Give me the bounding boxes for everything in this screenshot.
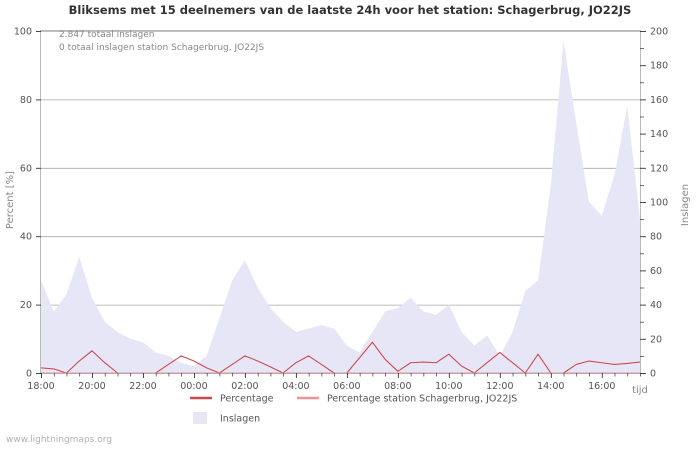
x-axis-tick-label: 04:00: [282, 381, 309, 392]
x-axis-tick-label: 14:00: [537, 381, 564, 392]
y-axis-right-tick-label: 160: [650, 95, 668, 106]
y-axis-right-tick-label: 80: [650, 232, 662, 243]
x-axis-tick-label: 10:00: [435, 381, 462, 392]
legend-label: Inslagen: [220, 414, 260, 425]
x-axis-tick-label: 06:00: [333, 381, 360, 392]
plot-frame: [40, 30, 641, 374]
y-axis-right-tick-label: 140: [650, 129, 668, 140]
y-axis-right-tick-label: 40: [650, 300, 662, 311]
y-axis-right-tick-label: 60: [650, 266, 662, 277]
y-axis-left-tick-label: 40: [20, 232, 32, 243]
chart-legend: Percentage Percentage station Schagerbrug…: [190, 394, 517, 425]
x-axis-ticks: 18:00 20:00 22:00 00:00 02:00 04:00 06:00 08:00…: [27, 373, 641, 392]
legend-item: Percentage: [190, 394, 274, 405]
y-axis-right-ticks: 0 20 40 60 80 100 120 140 160 180 200: [640, 27, 668, 380]
x-axis-tick-label: 20:00: [78, 381, 105, 392]
y-axis-right-tick-label: 20: [650, 334, 662, 345]
x-axis-tick-label: 12:00: [486, 381, 513, 392]
legend-area-swatch: [193, 412, 207, 424]
y-axis-left-label: Percent [%]: [5, 171, 16, 229]
x-axis-label: tijd: [632, 385, 648, 396]
x-axis-tick-label: 16:00: [588, 381, 615, 392]
y-axis-left-tick-label: 100: [14, 27, 32, 38]
strikes-area-series: [41, 41, 640, 373]
y-axis-right-tick-label: 120: [650, 163, 668, 174]
annotation-station-strikes: 0 totaal inslagen station Schagerbrug, J…: [59, 43, 264, 53]
x-axis-tick-label: 02:00: [231, 381, 258, 392]
footer-attribution: www.lightningmaps.org: [6, 435, 112, 445]
x-axis-tick-label: 00:00: [180, 381, 207, 392]
y-axis-right-tick-label: 100: [650, 198, 668, 209]
y-axis-left-tick-label: 0: [26, 369, 32, 380]
y-axis-right-tick-label: 180: [650, 61, 668, 72]
x-axis-tick-label: 22:00: [129, 381, 156, 392]
y-axis-left-ticks: 0 20 40 60 80 100: [14, 27, 41, 380]
percentage-line-series: [40, 341, 641, 374]
legend-label: Percentage station Schagerbrug, JO22JS: [327, 394, 517, 405]
x-axis-tick-label: 08:00: [384, 381, 411, 392]
y-axis-left-tick-label: 80: [20, 95, 32, 106]
legend-item: Inslagen: [193, 412, 260, 425]
y-axis-right-tick-label: 0: [650, 369, 656, 380]
y-axis-right-tick-label: 200: [650, 27, 668, 38]
y-axis-left-tick-label: 20: [20, 300, 32, 311]
legend-item: Percentage station Schagerbrug, JO22JS: [297, 394, 517, 405]
annotation-total-strikes: 2.847 totaal inslagen: [59, 30, 154, 40]
y-axis-right-label: Inslagen: [680, 184, 691, 226]
x-axis-tick-label: 18:00: [27, 381, 54, 392]
legend-label: Percentage: [220, 394, 274, 405]
y-axis-left-tick-label: 60: [20, 163, 32, 174]
page-title: Bliksems met 15 deelnemers van de laatst…: [69, 3, 632, 17]
